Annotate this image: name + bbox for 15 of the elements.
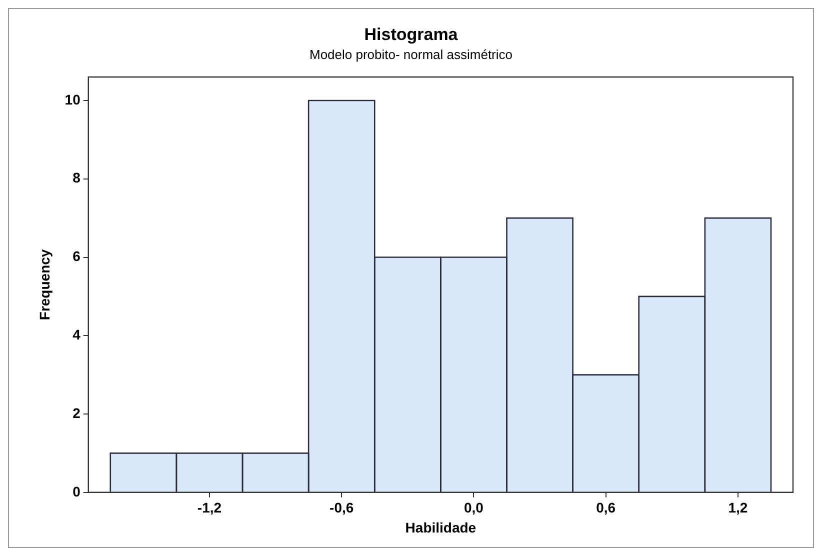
y-tick-label: 2 (72, 404, 81, 421)
x-tick-label: 0,0 (464, 500, 484, 516)
y-tick-label: 0 (72, 483, 81, 500)
chart-subtitle: Modelo probito- normal assimétrico (309, 46, 513, 62)
y-tick-label: 6 (72, 248, 81, 264)
y-tick-label: 8 (72, 170, 81, 186)
x-tick-label: -1,2 (197, 500, 222, 516)
x-tick-label: -0,6 (330, 500, 354, 516)
chart-title: Histograma (364, 24, 458, 44)
y-axis-title: Frequency (36, 249, 52, 320)
x-tick-label: 0,6 (596, 500, 616, 516)
y-tick-label: 10 (64, 91, 81, 108)
x-axis-title: Habilidade (405, 519, 476, 536)
x-tick-label: 1,2 (728, 500, 748, 516)
y-tick-label: 4 (72, 326, 81, 343)
